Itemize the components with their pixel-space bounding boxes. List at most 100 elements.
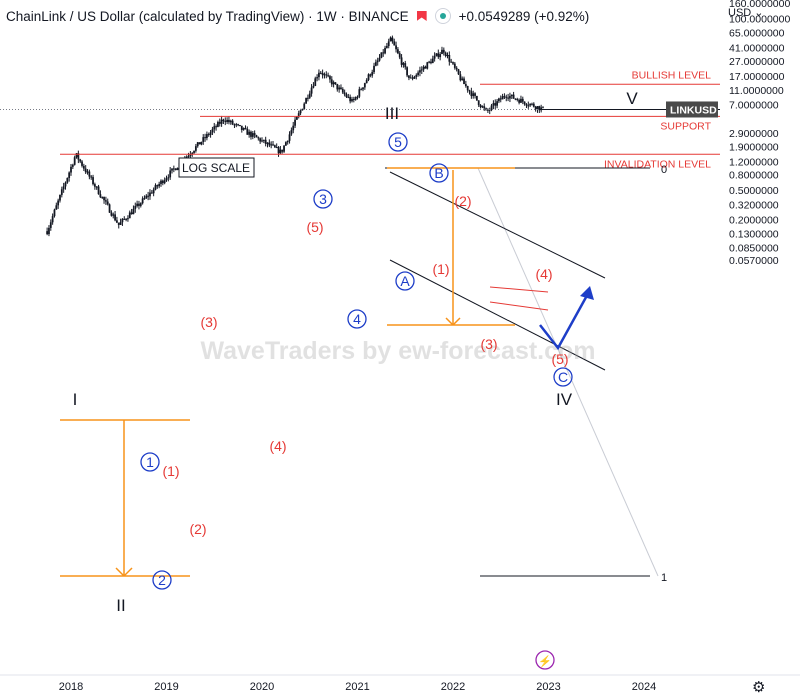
- candle-body: [207, 134, 210, 136]
- candle-body: [200, 141, 203, 145]
- wave-circ-2: 2: [158, 572, 166, 588]
- candle-body: [397, 49, 399, 54]
- candle-body: [385, 46, 388, 48]
- candle-body: [307, 97, 309, 99]
- fib-diagonal: [477, 167, 659, 577]
- minor-wave-3-early: (3): [200, 314, 217, 330]
- candle-body: [154, 185, 157, 190]
- candle-body: [86, 171, 89, 173]
- candle-body: [542, 106, 544, 108]
- candle-body: [152, 189, 155, 194]
- chart-title: ChainLink / US Dollar (calculated by Tra…: [6, 8, 409, 24]
- candle-body: [305, 98, 307, 104]
- candle-body: [90, 176, 93, 178]
- candle-body: [468, 90, 471, 92]
- candle-body: [518, 99, 521, 103]
- currency-dropdown[interactable]: USD ⌄: [728, 6, 764, 19]
- log-scale-box: [178, 157, 255, 178]
- candle-body: [246, 128, 249, 135]
- candle-body: [488, 109, 491, 111]
- candle-body: [332, 82, 335, 85]
- candle-body: [516, 99, 519, 101]
- candle-body: [400, 57, 403, 65]
- gear-icon[interactable]: ⚙: [752, 679, 766, 696]
- candle-body: [347, 96, 350, 98]
- price-tick-label: 11.0000000: [729, 85, 784, 97]
- candle-body: [498, 98, 500, 102]
- flag-icon[interactable]: [416, 11, 427, 21]
- minor-wave-1-early: (1): [162, 463, 179, 479]
- candle-body: [325, 74, 328, 76]
- candle-body: [505, 96, 508, 98]
- candle-body: [352, 99, 355, 101]
- price-tick-label: 65.0000000: [729, 27, 785, 39]
- candle-body: [538, 106, 541, 111]
- candle-body: [106, 201, 109, 205]
- wave-circ-B: B: [434, 165, 443, 181]
- candle-body: [244, 128, 247, 130]
- candle-body: [202, 137, 205, 142]
- candle-body: [189, 154, 192, 156]
- candle-body: [321, 72, 324, 76]
- candle-body: [428, 61, 431, 63]
- candle-body: [239, 124, 241, 126]
- candle-body: [389, 37, 392, 42]
- candle-body: [119, 222, 122, 225]
- candle-body: [79, 159, 82, 162]
- candle-body: [206, 134, 208, 139]
- candle-body: [121, 218, 124, 223]
- candle-body: [382, 52, 385, 54]
- candle-body: [62, 186, 65, 190]
- candle-body: [284, 142, 287, 146]
- candle-body: [110, 212, 113, 216]
- candle-body: [147, 195, 150, 197]
- candle-body: [132, 208, 135, 215]
- candle-body: [523, 101, 526, 105]
- candle-body: [413, 76, 416, 79]
- live-dot-icon: [434, 8, 451, 24]
- candle-body: [191, 152, 194, 155]
- channel-upper: [389, 171, 606, 279]
- candle-body: [160, 180, 162, 184]
- candle-body: [281, 149, 284, 152]
- candle-body: [143, 198, 146, 200]
- candle-body: [406, 67, 408, 76]
- candle-body: [362, 87, 364, 90]
- candle-body: [426, 62, 429, 69]
- candle-body: [536, 106, 539, 110]
- candle-body: [360, 89, 363, 91]
- candle-body: [127, 218, 129, 220]
- candle-body: [48, 227, 50, 235]
- price-tick-label: 0.8000000: [729, 170, 779, 182]
- time-axis: 2018 2019 2020 2021 2022 2023 2024: [0, 674, 800, 693]
- candle-body: [420, 69, 423, 71]
- time-tick-label: 2021: [345, 681, 369, 693]
- candle-body: [259, 138, 262, 142]
- candle-body: [329, 76, 331, 80]
- candle-body: [116, 220, 118, 223]
- time-tick-label: 2020: [250, 681, 274, 693]
- candle-body: [68, 172, 71, 178]
- wave-circ-4: 4: [353, 311, 361, 327]
- candle-body: [255, 135, 258, 138]
- candle-body: [312, 85, 315, 88]
- candle-body: [240, 125, 243, 130]
- candle-body: [512, 94, 515, 99]
- candle-body: [125, 218, 127, 220]
- candle-body: [444, 52, 447, 56]
- candle-body: [81, 161, 83, 166]
- candle-body: [494, 103, 497, 106]
- candle-body: [475, 95, 478, 101]
- time-tick-label: 2023: [536, 681, 560, 693]
- price-tick-label: 2.9000000: [729, 128, 779, 140]
- candle-body: [521, 98, 524, 102]
- candle-body: [150, 192, 153, 194]
- candle-body: [457, 69, 460, 75]
- candle-body: [51, 216, 54, 223]
- orange-arrow-1b: [123, 567, 133, 577]
- candle-body: [49, 222, 52, 228]
- candle-body: [463, 78, 465, 85]
- candle-body: [483, 106, 486, 109]
- candle-body: [314, 78, 317, 86]
